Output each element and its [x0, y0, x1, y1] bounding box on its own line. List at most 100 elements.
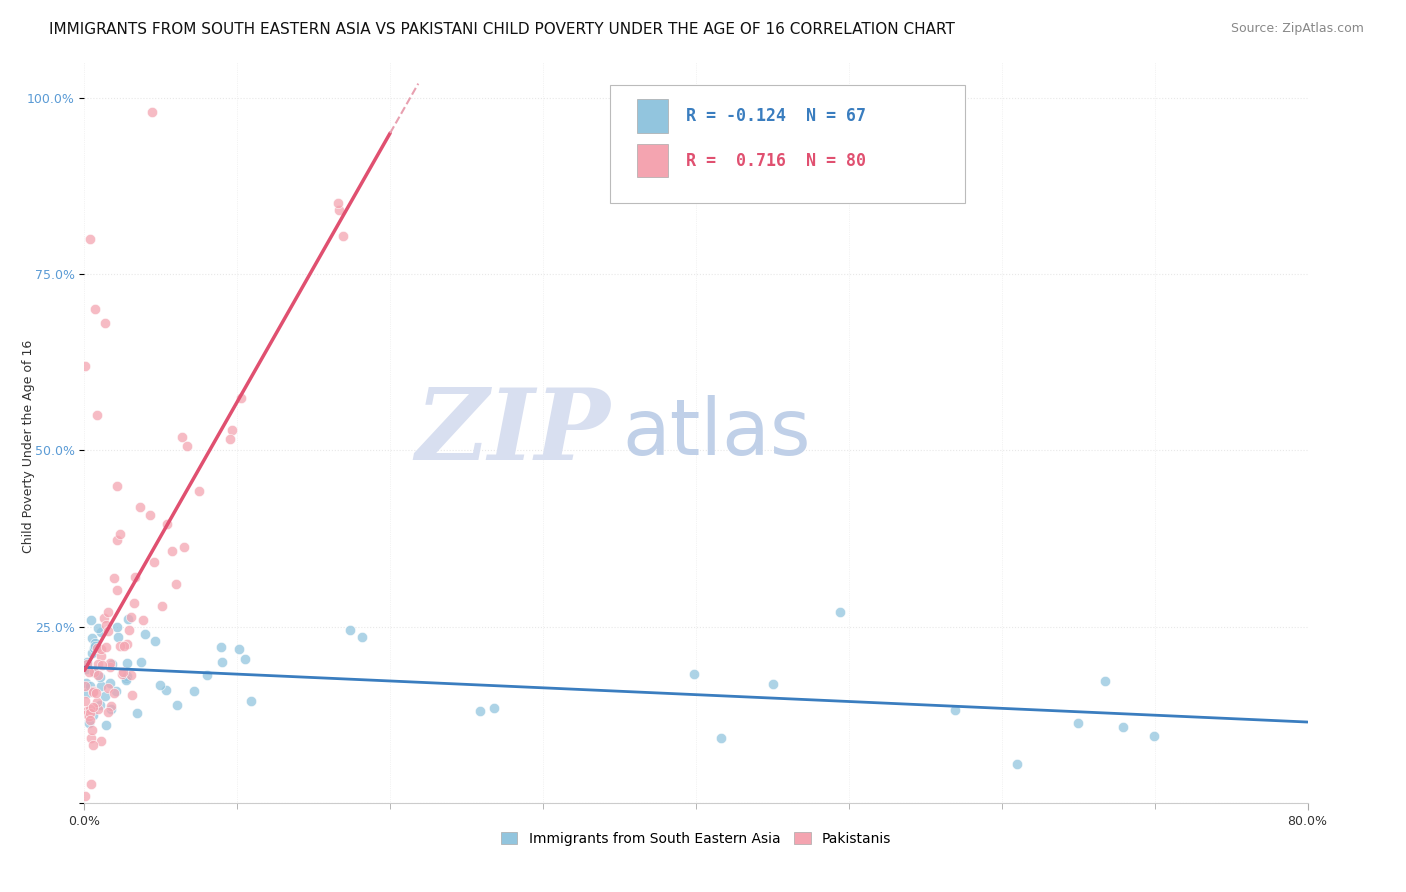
Point [83, 665, 105, 680]
Bar [637, 144, 668, 178]
Point [117, 656, 139, 670]
Point [127, 706, 149, 721]
Point [100, 701, 122, 715]
Point [76, 657, 98, 671]
Point [332, 229, 354, 244]
Point [79, 232, 101, 246]
Point [128, 500, 150, 514]
Point [328, 202, 350, 217]
Point [75, 789, 97, 803]
Point [100, 698, 122, 713]
FancyBboxPatch shape [610, 85, 965, 203]
Point [114, 640, 136, 654]
Point [229, 391, 252, 405]
Point [1094, 673, 1116, 688]
Point [97, 605, 120, 619]
Point [82, 699, 104, 714]
Point [84, 685, 107, 699]
Point [90, 649, 112, 664]
Point [129, 655, 152, 669]
Point [762, 677, 785, 691]
Point [94, 689, 117, 703]
Point [134, 627, 156, 641]
Point [79, 714, 101, 728]
Point [682, 667, 704, 681]
Point [89, 670, 111, 684]
Point [107, 619, 129, 633]
Point [173, 540, 195, 554]
Text: IMMIGRANTS FROM SOUTH EASTERN ASIA VS PAKISTANI CHILD POVERTY UNDER THE AGE OF 1: IMMIGRANTS FROM SOUTH EASTERN ASIA VS PA… [49, 22, 955, 37]
Point [115, 671, 138, 685]
Point [98, 656, 121, 670]
Point [79, 679, 101, 693]
Point [117, 637, 139, 651]
Point [83, 640, 105, 655]
Point [240, 694, 263, 708]
Point [160, 544, 183, 558]
Point [115, 669, 138, 683]
Point [83, 665, 105, 679]
Point [80, 723, 103, 738]
Point [150, 599, 173, 613]
Point [94, 718, 117, 732]
Point [94, 316, 117, 330]
Point [468, 704, 491, 718]
Point [828, 606, 851, 620]
Point [75, 662, 97, 676]
Text: Source: ZipAtlas.com: Source: ZipAtlas.com [1230, 22, 1364, 36]
Point [98, 676, 121, 690]
Point [121, 688, 143, 702]
Point [132, 613, 155, 627]
Point [75, 679, 97, 693]
Point [82, 707, 104, 722]
Point [77, 665, 100, 680]
Point [80, 731, 103, 746]
Point [114, 673, 136, 688]
Point [104, 684, 127, 698]
Point [75, 694, 97, 708]
Point [139, 508, 162, 523]
Point [83, 302, 105, 317]
Point [101, 657, 124, 671]
Point [97, 681, 120, 696]
Point [117, 623, 139, 637]
Point [89, 698, 111, 712]
Point [77, 715, 100, 730]
Point [117, 612, 139, 626]
Point [195, 667, 218, 681]
Point [211, 655, 233, 669]
Point [83, 639, 105, 653]
Point [209, 640, 232, 654]
Point [143, 555, 166, 569]
Point [76, 704, 98, 718]
Point [165, 577, 187, 591]
Point [155, 682, 177, 697]
Point [228, 642, 250, 657]
Point [219, 432, 242, 446]
Text: ZIP: ZIP [415, 384, 610, 481]
Point [86, 695, 108, 709]
Point [1005, 757, 1028, 772]
Point [149, 678, 172, 692]
Point [328, 196, 350, 211]
Point [111, 667, 134, 681]
Point [93, 611, 115, 625]
Point [76, 660, 98, 674]
Point [710, 731, 733, 745]
Point [107, 630, 129, 644]
Point [108, 640, 131, 654]
Point [943, 703, 966, 717]
Point [143, 634, 166, 648]
Point [82, 684, 104, 698]
Point [156, 516, 179, 531]
Point [111, 665, 134, 679]
Point [1143, 729, 1166, 743]
Point [82, 631, 104, 645]
Point [120, 610, 142, 624]
Point [350, 630, 373, 644]
Point [141, 104, 163, 119]
Point [87, 668, 110, 682]
Point [80, 613, 103, 627]
Point [103, 686, 125, 700]
Point [90, 734, 112, 748]
